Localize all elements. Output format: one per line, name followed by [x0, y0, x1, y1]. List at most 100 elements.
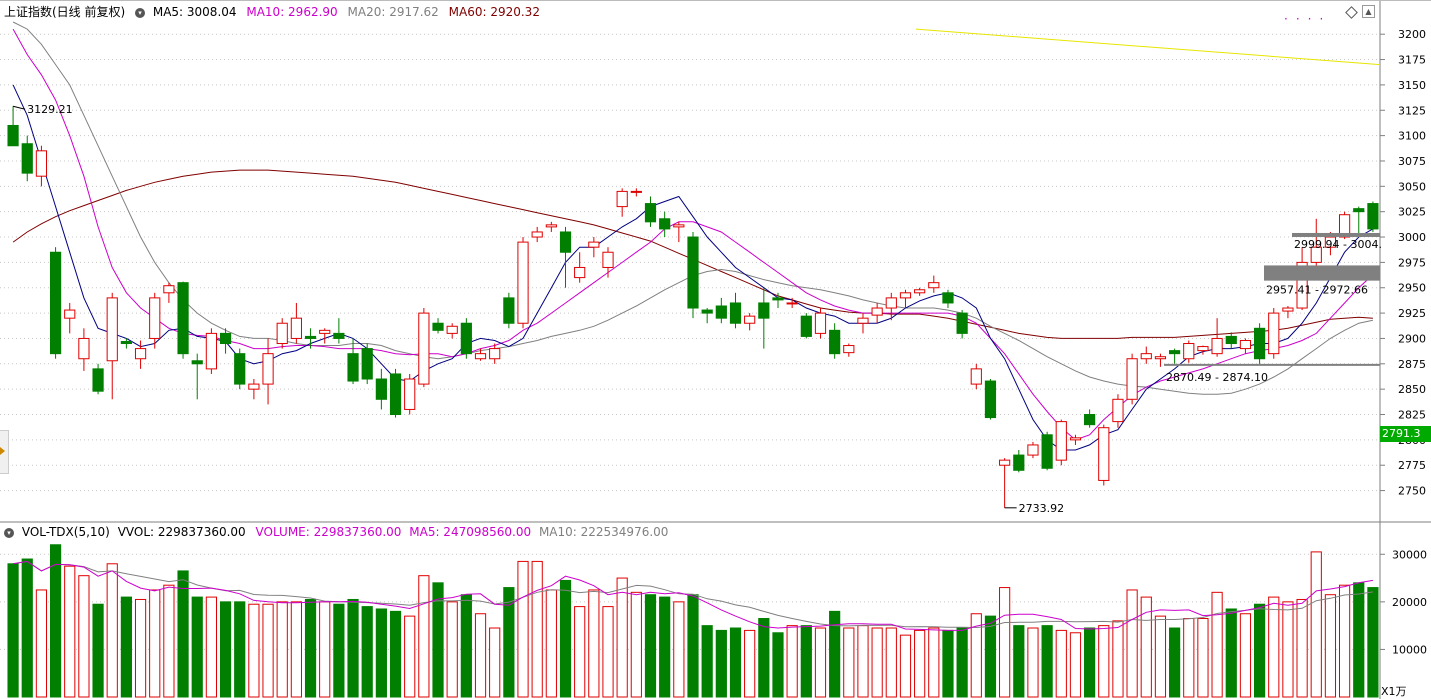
- candle-body: [389, 373, 402, 416]
- volume-bar: [1211, 591, 1223, 698]
- volume-bar: [262, 603, 274, 698]
- volume-bar: [474, 613, 487, 698]
- volume-bar: [687, 594, 699, 698]
- low-label: 2733.92: [1019, 502, 1065, 515]
- candle-body: [120, 340, 133, 345]
- candle-body: [1013, 454, 1025, 471]
- ma10-label: MA10: 2962.90: [246, 5, 338, 19]
- volume-bar: [191, 596, 203, 698]
- volume-bar: [928, 627, 940, 698]
- volume-bar: [347, 598, 359, 698]
- price-tick-label: 3125: [1398, 104, 1426, 117]
- range-band-top: [1292, 232, 1380, 237]
- purple-dots-icon: ····: [1284, 12, 1332, 26]
- volume-bar: [871, 627, 883, 698]
- candle-body: [1225, 335, 1237, 345]
- price-tick-label: 3200: [1398, 28, 1426, 41]
- candle-body: [574, 266, 586, 279]
- volume-bar: [829, 610, 841, 698]
- candle-body: [489, 348, 501, 360]
- volume-bar: [290, 601, 302, 698]
- volume-bar: [1013, 625, 1025, 698]
- price-tick-label: 3050: [1398, 180, 1426, 193]
- candle-body: [1069, 437, 1082, 441]
- volume-bar: [78, 575, 90, 698]
- volume-bar: [1197, 618, 1209, 698]
- candle-body: [857, 317, 869, 324]
- volume-bar: [1310, 551, 1322, 698]
- candle-body: [871, 307, 883, 316]
- volume-bar: [999, 587, 1011, 698]
- price-tick-label: 3100: [1398, 130, 1426, 143]
- candle-body: [219, 332, 232, 345]
- volume-bar: [899, 634, 912, 698]
- volume-axis: 10000 20000 30000: [1380, 548, 1427, 656]
- volume-bar: [857, 625, 869, 698]
- vvol-label: VVOL: 229837360.00: [117, 525, 246, 539]
- candle-body: [446, 325, 458, 334]
- volume-bar: [970, 613, 982, 698]
- candle-body: [800, 315, 812, 337]
- volume-bar: [517, 560, 529, 698]
- volume-bar: [177, 570, 189, 698]
- volume-bar: [149, 589, 161, 698]
- candles-layer[interactable]: [7, 106, 1379, 508]
- volume-bar: [404, 615, 416, 698]
- volume-bar: [418, 575, 430, 698]
- volume-bars-layer[interactable]: [7, 544, 1379, 698]
- volume-bar: [1055, 629, 1067, 698]
- candle-body: [262, 353, 274, 385]
- candle-body: [673, 224, 685, 228]
- settings-circle-icon[interactable]: ▾: [4, 527, 14, 538]
- volume-bar: [446, 601, 458, 698]
- candle-body: [304, 335, 317, 339]
- volume-bar: [49, 544, 62, 698]
- candle-body: [1253, 327, 1266, 360]
- candle-body: [21, 143, 33, 174]
- candle-body: [559, 231, 572, 253]
- candle-body: [290, 317, 302, 339]
- ma5-label: MA5: 3008.04: [152, 5, 237, 19]
- annotations-layer: 3129.21 2733.92 2999.94 - 3004. 2957.41 - 2…: [12, 28, 1382, 515]
- candle-body: [1338, 214, 1351, 238]
- price-tick-label: 3150: [1398, 79, 1426, 92]
- candle-body: [772, 297, 784, 301]
- volume-bar: [134, 598, 147, 698]
- candle-body: [588, 241, 600, 248]
- volume-bar: [106, 563, 118, 698]
- candle-body: [1367, 203, 1379, 230]
- volume-bar: [758, 618, 770, 698]
- candle-body: [234, 353, 246, 385]
- volume-bar: [234, 601, 246, 698]
- volume-header: ▾ VOL-TDX(5,10) VVOL: 229837360.00 VOLUM…: [4, 525, 668, 539]
- range-band-mid: [1264, 265, 1380, 281]
- candle-body: [149, 297, 161, 339]
- candle-body: [1140, 353, 1152, 360]
- volume-bar: [914, 629, 926, 698]
- candle-body: [1126, 358, 1138, 400]
- collapse-handle-icon[interactable]: [0, 430, 9, 474]
- candle-body: [1027, 444, 1039, 456]
- candle-body: [106, 297, 118, 362]
- candle-body: [432, 322, 444, 331]
- settings-circle-icon[interactable]: ▾: [135, 7, 146, 18]
- volume-bar: [64, 565, 76, 698]
- volume-bar: [744, 629, 756, 698]
- candle-body: [474, 353, 487, 360]
- volume-bar: [35, 589, 48, 698]
- candle-body: [460, 322, 472, 355]
- candle-body: [35, 150, 48, 177]
- volume-bar: [163, 584, 175, 698]
- candle-body: [644, 203, 657, 223]
- volume-bar: [956, 627, 968, 698]
- volume-bar: [7, 563, 19, 698]
- vol-indicator-label: VOL-TDX(5,10): [21, 525, 110, 539]
- scroll-up-icon[interactable]: ▲: [1362, 5, 1375, 18]
- price-tick-label: 3175: [1398, 54, 1426, 67]
- price-tick-label: 3075: [1398, 155, 1426, 168]
- volume-bar: [1027, 627, 1039, 698]
- candle-body: [1310, 246, 1322, 263]
- volume-bar: [1253, 603, 1266, 698]
- volume-bar: [588, 589, 600, 698]
